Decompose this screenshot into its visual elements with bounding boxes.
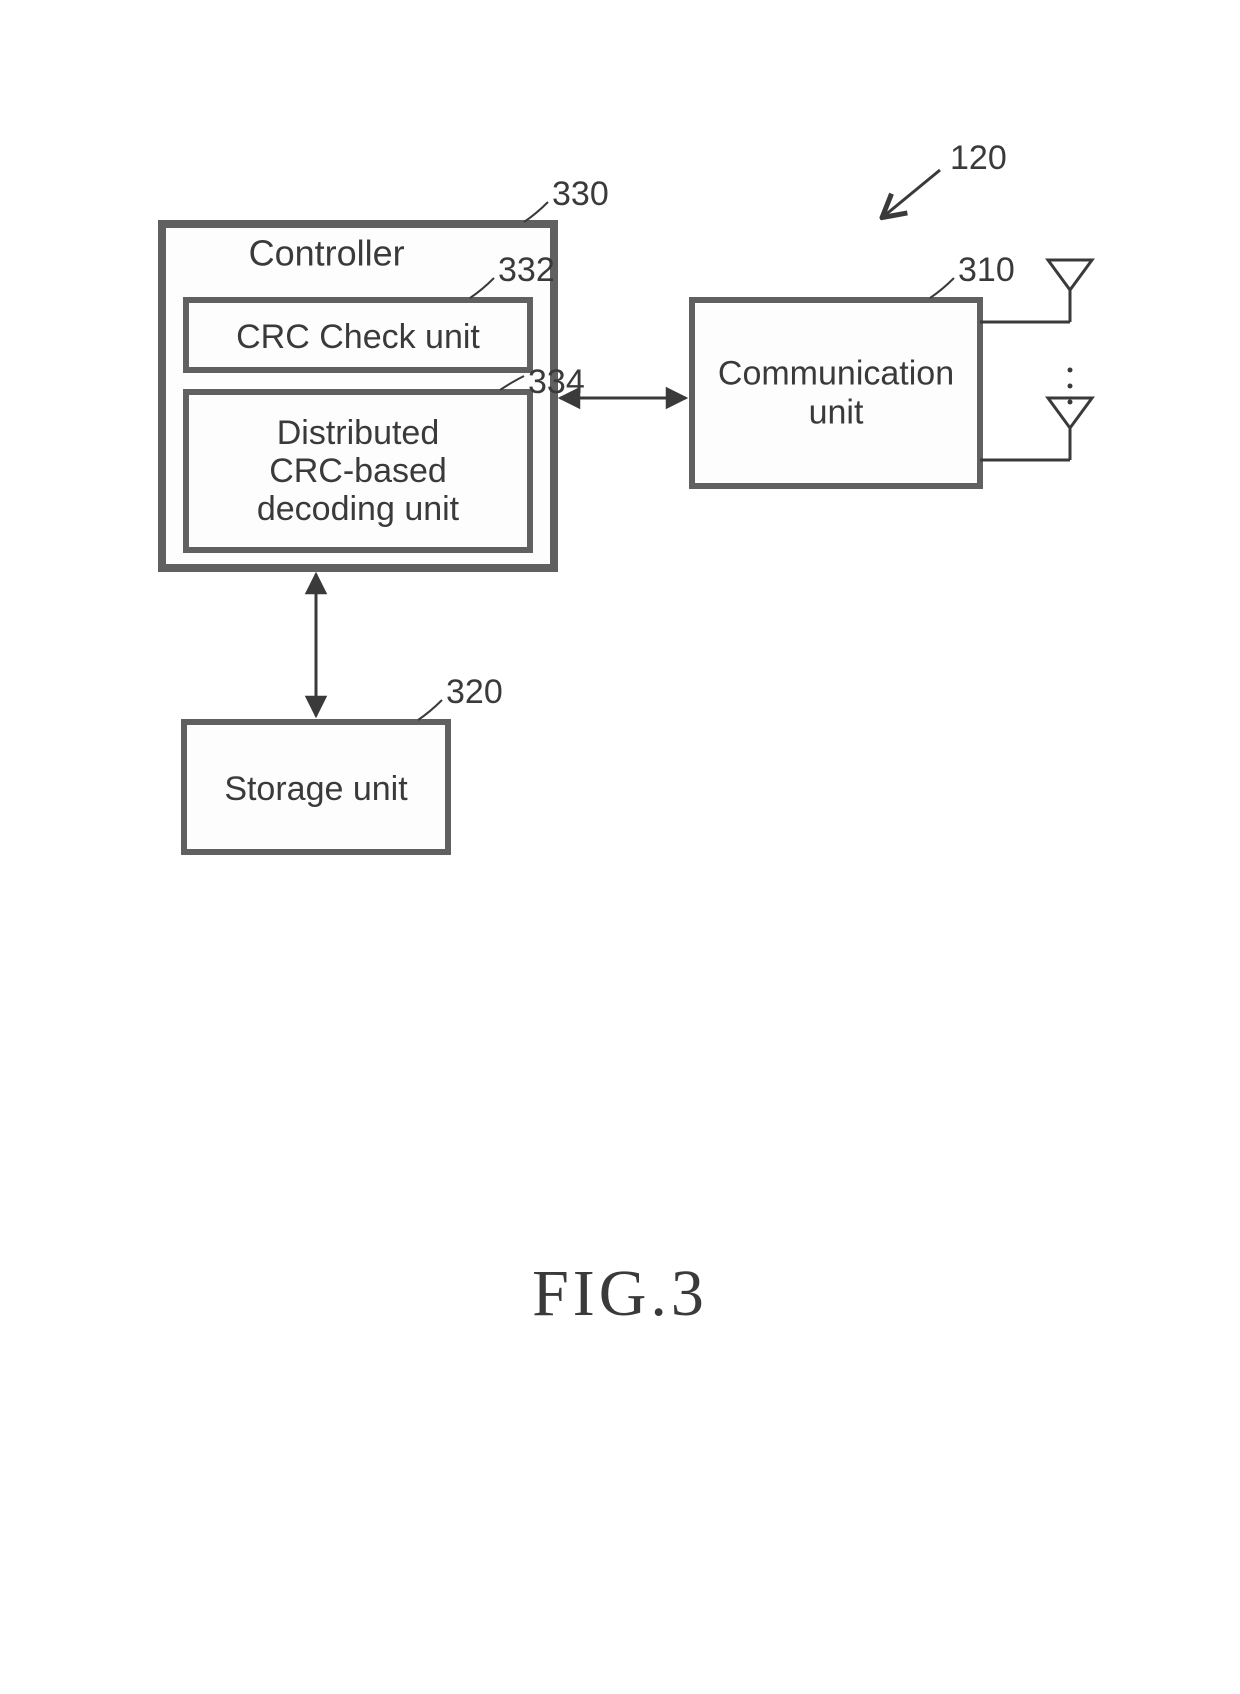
ref-320: 320 <box>446 673 503 711</box>
antenna-icon <box>980 398 1092 460</box>
pointer-120-label: 120 <box>950 139 1007 177</box>
communication-block: Communicationunit 310 <box>692 251 1015 486</box>
figure-caption: FIG.3 <box>532 1257 708 1330</box>
controller-title: Controller <box>249 233 405 274</box>
ref-310: 310 <box>958 251 1015 289</box>
storage-block: Storage unit 320 <box>184 673 503 852</box>
storage-label: Storage unit <box>224 770 408 808</box>
ref-334: 334 <box>528 363 585 401</box>
decoding-label: DistributedCRC-baseddecoding unit <box>257 414 460 528</box>
ref-332: 332 <box>498 251 555 289</box>
diagram-canvas: Controller 330 CRC Check unit 332 Distri… <box>0 0 1240 1694</box>
decoding-block: DistributedCRC-baseddecoding unit 334 <box>186 363 585 550</box>
crc-check-label: CRC Check unit <box>236 318 480 356</box>
pointer-120: 120 <box>884 139 1007 216</box>
ref-330: 330 <box>552 175 609 213</box>
